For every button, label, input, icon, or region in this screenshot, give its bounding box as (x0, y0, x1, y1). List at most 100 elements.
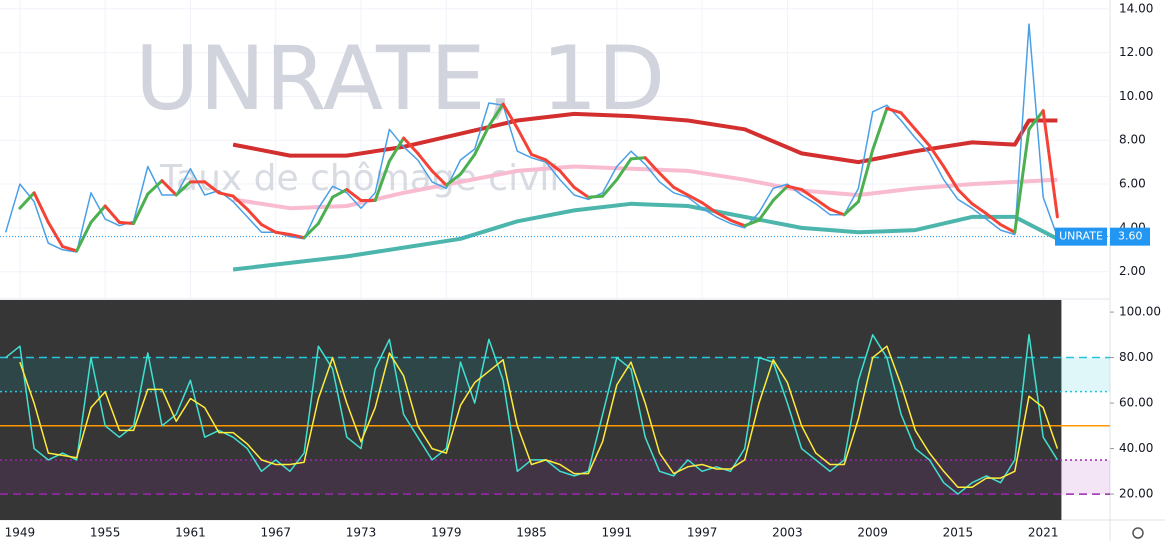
ma-segment (984, 212, 1003, 227)
ma-segment (331, 188, 349, 199)
ma-segment (402, 136, 420, 155)
y-tick-label: 12.00 (1119, 45, 1153, 59)
ma-segment (814, 197, 832, 211)
ma-segment (686, 193, 704, 205)
ma-segment (672, 185, 690, 197)
ma-segment (856, 148, 875, 204)
ma-segment (913, 127, 932, 148)
ma-segment (885, 106, 903, 115)
ma-segment (515, 126, 534, 156)
gear[interactable] (1132, 527, 1144, 539)
ma-segment (899, 111, 917, 131)
ma-segment (231, 194, 249, 211)
y-tick-label: 6.00 (1119, 177, 1146, 191)
x-tick-label: 2021 (1028, 526, 1059, 540)
ma-segment (572, 185, 590, 199)
ma-segment (871, 106, 889, 152)
x-tick-label: 1997 (687, 526, 718, 540)
ma-segment (373, 159, 391, 202)
ma-segment (444, 172, 462, 187)
ma-segment (530, 152, 548, 162)
ma-segment (302, 222, 320, 240)
watermark-layer: UNRATE, 1D Taux de chômage civil (135, 27, 665, 199)
ma-segment (1013, 127, 1031, 234)
y-tick-label: 80.00 (1119, 350, 1153, 364)
ma-segment (657, 171, 676, 189)
last-value-label: 3.60 (1118, 230, 1143, 243)
ma-segment (999, 223, 1017, 234)
ma-segment (458, 152, 477, 176)
band (0, 357, 1110, 392)
x-tick-label: 2015 (943, 526, 974, 540)
series-line (19, 345, 1059, 488)
x-tick-label: 1967 (260, 526, 291, 540)
ma-segment (586, 194, 605, 199)
ma-segment (18, 191, 36, 210)
ma-segment (970, 202, 988, 216)
x-tick-label: 1985 (516, 526, 547, 540)
ma-segment (800, 188, 818, 201)
x-tick-label: 1991 (602, 526, 633, 540)
ma-segment (1041, 109, 1059, 219)
ma-segment (217, 191, 235, 198)
y-tick-label: 10.00 (1119, 89, 1153, 103)
ma-segment (416, 151, 434, 173)
x-tick-label: 1949 (5, 526, 36, 540)
ma-segment (714, 211, 733, 222)
ma-segment (61, 245, 79, 253)
ma-segment (89, 204, 107, 224)
y-tick-label: 40.00 (1119, 441, 1153, 455)
ma-segment (473, 124, 491, 156)
ma-segment (103, 204, 121, 224)
last-name: UNRATE (1059, 230, 1103, 243)
band (0, 459, 1110, 495)
ma-segment (842, 200, 860, 217)
last-name-box (1055, 227, 1107, 246)
series-line (232, 201, 1059, 272)
ma-segment (132, 192, 150, 225)
ma-segment (544, 158, 562, 173)
ma-segment (160, 179, 178, 197)
series-line (4, 23, 1059, 253)
ma-segment (928, 144, 946, 169)
ma-segment (615, 157, 633, 182)
ma-segment (146, 179, 164, 196)
settings-icon[interactable] (1132, 527, 1144, 539)
oscillator-background (0, 300, 1062, 520)
ma-segment (46, 220, 65, 249)
ma-segment (785, 184, 804, 192)
ma-segment (558, 169, 576, 189)
ma-segment (32, 191, 50, 224)
ma-segment (700, 201, 718, 215)
last-value-box (1110, 227, 1150, 246)
x-tick-label: 1979 (431, 526, 462, 540)
ma-segment (757, 198, 775, 222)
ma-segment (743, 218, 761, 228)
ma-segment (245, 207, 264, 227)
y-tick-label: 14.00 (1119, 1, 1153, 15)
ma-segment (274, 230, 292, 236)
ma-segment (345, 188, 363, 202)
ma-segment (117, 220, 136, 225)
x-tick-label: 1961 (175, 526, 206, 540)
ma-segment (501, 102, 519, 130)
ma-segment (203, 180, 221, 195)
ma-segment (771, 184, 789, 202)
ma-segment (430, 169, 448, 187)
ma-segment (643, 156, 661, 175)
ma-segment (629, 156, 647, 161)
ma-segment (1027, 109, 1045, 131)
ma-segment (601, 178, 619, 198)
ma-segment (387, 136, 406, 163)
ma-segment (487, 102, 505, 128)
y-tick-label: 8.00 (1119, 133, 1146, 147)
x-tick-label: 1955 (90, 526, 121, 540)
ma-segment (942, 165, 960, 192)
ma-segment (288, 232, 306, 240)
ma-segment (316, 195, 335, 225)
ma-segment (174, 180, 192, 197)
ma-segment (956, 188, 974, 206)
ma-segment (729, 218, 747, 228)
ma-segment (75, 220, 93, 253)
